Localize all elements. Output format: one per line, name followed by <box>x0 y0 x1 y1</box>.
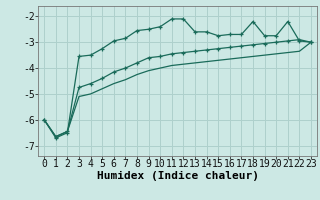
X-axis label: Humidex (Indice chaleur): Humidex (Indice chaleur) <box>97 171 259 181</box>
